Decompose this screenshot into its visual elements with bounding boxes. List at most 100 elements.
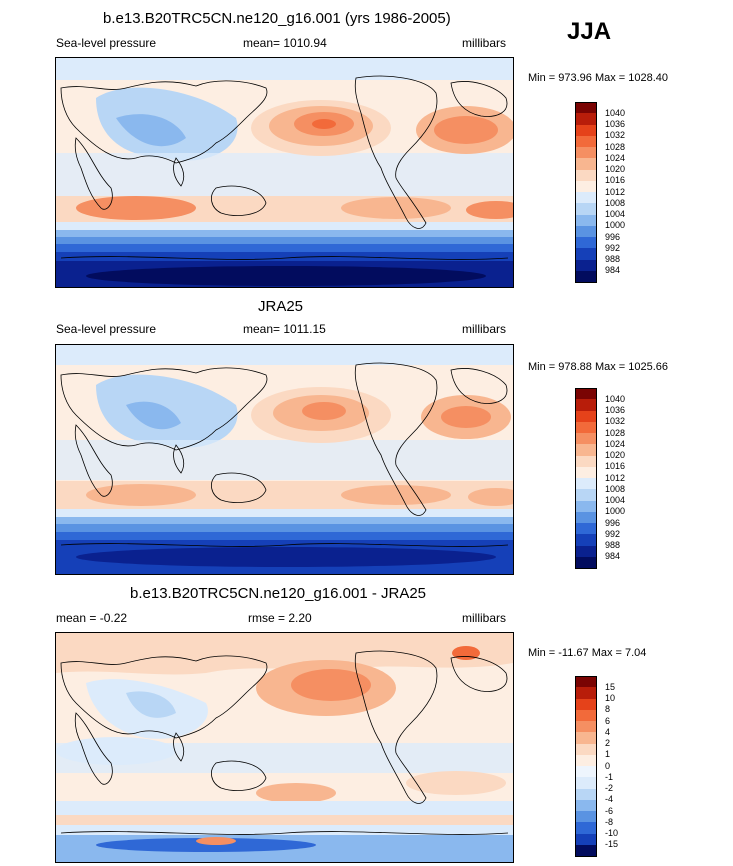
colorbar-swatch <box>575 433 597 445</box>
colorbar-swatch <box>575 444 597 456</box>
colorbar-swatch <box>575 743 597 756</box>
colorbar-tick-label: 1036 <box>605 405 626 415</box>
colorbar-swatch <box>575 237 597 249</box>
panel-2-map <box>55 344 514 575</box>
colorbar-tick-label: 1000 <box>605 220 626 231</box>
colorbar-tick-label: 988 <box>605 254 621 264</box>
season-label: JJA <box>567 18 612 45</box>
colorbar-swatch <box>575 732 597 744</box>
colorbar-tick-label: 992 <box>605 242 621 253</box>
colorbar-tick-label: 1008 <box>605 483 626 494</box>
colorbar-swatch <box>575 709 597 722</box>
colorbar-tick-label: 1004 <box>605 209 626 219</box>
panel-3-minmax: Min = -11.67 Max = 7.04 <box>528 647 647 659</box>
colorbar-swatch <box>575 388 597 400</box>
colorbar-swatch <box>575 147 597 159</box>
colorbar-swatch <box>575 124 597 137</box>
panel-1-colorbar: 1040 1036 1032 1028 1024 1020 1016 1012 1008 1004… <box>575 102 625 283</box>
colorbar-swatch <box>575 777 597 789</box>
colorbar-swatch <box>575 248 597 260</box>
panel-3-title: b.e13.B20TRC5CN.ne120_g16.001 - JRA25 <box>130 585 427 602</box>
colorbar-tick-label: 992 <box>605 528 621 539</box>
panel-1-minmax: Min = 973.96 Max = 1028.40 <box>528 72 669 84</box>
colorbar-tick-label: -15 <box>605 839 619 850</box>
colorbar-tick-label: 1024 <box>605 438 626 449</box>
colorbar-swatch <box>575 180 597 193</box>
colorbar-swatch <box>575 421 597 434</box>
colorbar-swatch <box>575 788 597 801</box>
colorbar-swatch <box>575 399 597 411</box>
colorbar-swatch <box>575 466 597 479</box>
colorbar-swatch <box>575 259 597 272</box>
colorbar-swatch <box>575 225 597 238</box>
colorbar-swatch <box>575 489 597 501</box>
colorbar-tick-label: -8 <box>605 816 614 827</box>
panel-3-map <box>55 632 514 863</box>
colorbar-swatch <box>575 410 597 423</box>
colorbar-tick-label: 1016 <box>605 175 626 186</box>
colorbar-swatch <box>575 203 597 215</box>
colorbar-tick-label: 1032 <box>605 130 626 141</box>
panel-1-variable-label: Sea-level pressure <box>56 36 157 50</box>
colorbar-tick-label: 1016 <box>605 461 626 472</box>
colorbar-swatch <box>575 523 597 535</box>
colorbar-tick-label: 1000 <box>605 506 626 517</box>
colorbar-swatch <box>575 556 597 569</box>
colorbar-tick-label: 10 <box>605 693 616 703</box>
colorbar-tick-label: 984 <box>605 551 621 562</box>
colorbar-swatch <box>575 799 597 812</box>
colorbar-swatch <box>575 478 597 490</box>
colorbar-swatch <box>575 192 597 204</box>
colorbar-tick-label: 1040 <box>605 393 626 404</box>
colorbar-swatch <box>575 534 597 546</box>
colorbar-swatch <box>575 822 597 834</box>
colorbar-swatch <box>575 113 597 125</box>
colorbar-tick-label: 988 <box>605 540 621 550</box>
colorbar-swatch <box>575 511 597 524</box>
colorbar-tick-label: 0 <box>605 760 611 771</box>
panel-3-colorbar: 15 10 8 6 4 2 1 0 -1 -2 -4 -6 -8 -10 -15 <box>575 676 618 857</box>
colorbar-swatch <box>575 270 597 283</box>
colorbar-tick-label: 1036 <box>605 119 626 129</box>
colorbar-swatch <box>575 545 597 558</box>
panel-2-minmax: Min = 978.88 Max = 1025.66 <box>528 361 669 373</box>
colorbar-swatch <box>575 766 597 778</box>
colorbar-swatch <box>575 698 597 711</box>
panel-1-mean-label: mean= 1010.94 <box>243 36 327 50</box>
colorbar-swatch <box>575 833 597 846</box>
colorbar-tick-label: 984 <box>605 265 621 276</box>
colorbar-swatch <box>575 754 597 767</box>
colorbar-tick-label: 1020 <box>605 450 626 460</box>
colorbar-tick-label: -6 <box>605 805 614 816</box>
colorbar-swatch <box>575 169 597 182</box>
panel-1-units-label: millibars <box>462 36 507 50</box>
colorbar-tick-label: 1 <box>605 749 611 760</box>
colorbar-swatch <box>575 135 597 148</box>
colorbar-tick-label: 8 <box>605 704 611 715</box>
colorbar-tick-label: 15 <box>605 681 616 692</box>
colorbar-tick-label: 2 <box>605 738 611 748</box>
panel-2-title: JRA25 <box>258 298 304 315</box>
colorbar-swatch <box>575 721 597 733</box>
colorbar-tick-label: -1 <box>605 771 614 782</box>
colorbar-tick-label: 1028 <box>605 427 626 438</box>
colorbar-tick-label: 1032 <box>605 416 626 427</box>
colorbar-tick-label: 996 <box>605 517 621 528</box>
colorbar-tick-label: 6 <box>605 715 611 726</box>
colorbar-swatch <box>575 844 597 857</box>
panel-2-units-label: millibars <box>462 322 507 336</box>
colorbar-tick-label: 1028 <box>605 141 626 152</box>
colorbar-swatch <box>575 687 597 699</box>
colorbar-tick-label: 1008 <box>605 197 626 208</box>
panel-2-mean-label: mean= 1011.15 <box>243 322 326 336</box>
panel-3-units-label: millibars <box>462 611 507 625</box>
colorbar-swatch <box>575 455 597 468</box>
colorbar-swatch <box>575 500 597 513</box>
panel-3-mean-label: mean = -0.22 <box>56 611 128 625</box>
colorbar-tick-label: 1004 <box>605 495 626 505</box>
colorbar-swatch <box>575 676 597 688</box>
colorbar-tick-label: 1012 <box>605 472 626 483</box>
colorbar-tick-label: 1040 <box>605 107 626 118</box>
colorbar-tick-label: 996 <box>605 231 621 242</box>
panel-2-colorbar: 1040 1036 1032 1028 1024 1020 1016 1012 1008 1004… <box>575 388 625 569</box>
